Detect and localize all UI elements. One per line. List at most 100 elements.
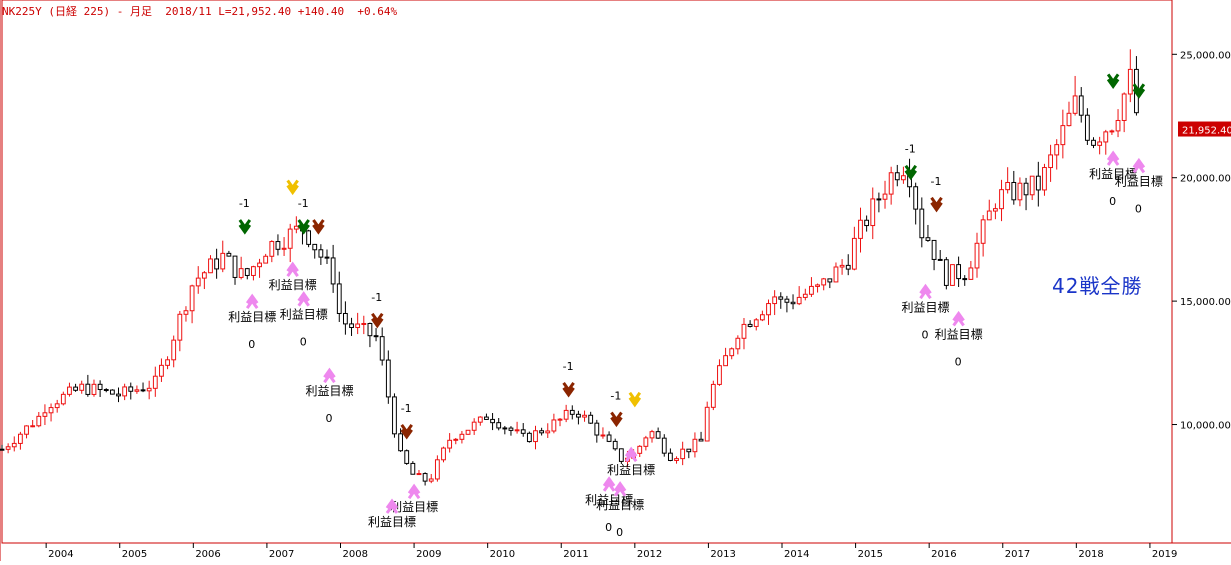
candle-body <box>974 242 980 269</box>
candle-body <box>508 427 514 431</box>
candle-body <box>422 473 428 482</box>
signal-result: -1 <box>239 197 250 210</box>
long-entry-arrow-icon <box>385 498 399 514</box>
candle-body <box>1042 167 1047 191</box>
candle-body <box>919 208 925 239</box>
candle-body <box>717 365 722 385</box>
candle-body <box>882 193 888 200</box>
last-price-label: 21,952.40 <box>1182 126 1231 137</box>
period: - 月足 <box>116 5 152 18</box>
signal-label: 利益目標 <box>607 463 655 477</box>
long-entry-arrow-icon <box>1106 150 1120 166</box>
candle-body <box>24 425 29 435</box>
candle-body <box>502 427 508 430</box>
y-tick-label: 15,000.00 <box>1180 297 1231 308</box>
candle-body <box>514 429 520 432</box>
exit-arrow-icon <box>286 179 299 196</box>
candle-body <box>17 433 23 444</box>
candle-body <box>1054 144 1060 156</box>
candle-body <box>637 445 643 454</box>
candle-body <box>165 359 170 366</box>
candle-body <box>79 383 85 391</box>
candle-body <box>183 310 189 315</box>
candle-body <box>171 339 177 361</box>
signal-result: 0 <box>955 355 962 368</box>
candle-body <box>539 430 545 434</box>
y-tick-label: 25,000.00 <box>1180 50 1231 61</box>
candle-body <box>600 434 606 437</box>
candle-body <box>950 264 955 286</box>
candle-body <box>913 186 919 210</box>
candle-body <box>888 172 894 195</box>
candle-body <box>349 323 354 329</box>
candle-body <box>392 396 397 435</box>
candle-body <box>251 266 256 276</box>
signal-result: 0 <box>300 336 307 349</box>
signal-label: 利益目標 <box>228 310 276 324</box>
x-tick-label: 2012 <box>637 549 662 560</box>
candle-body <box>796 296 802 305</box>
candle-body <box>747 323 753 327</box>
candle-body <box>1060 125 1066 146</box>
candle-body <box>864 219 870 227</box>
candle-body <box>723 355 728 367</box>
signal-result: -1 <box>298 197 309 210</box>
signal-result: 0 <box>1135 202 1142 215</box>
exit-arrow-icon <box>1132 83 1146 99</box>
signal-label: 利益目標 <box>596 498 644 512</box>
candle-body <box>177 313 183 341</box>
long-entry-arrow-icon <box>297 291 310 307</box>
exit-arrow-icon <box>297 219 310 235</box>
candle-body <box>1035 175 1041 191</box>
candle-body <box>257 262 262 268</box>
candle-body <box>618 448 624 462</box>
signal-result: 0 <box>605 521 612 534</box>
candle-body <box>134 389 140 392</box>
x-tick-label: 2011 <box>563 549 588 560</box>
candle-body <box>980 219 986 244</box>
x-tick-label: 2008 <box>342 549 367 560</box>
candle-body <box>189 285 195 312</box>
price-change: +140.40 <box>297 5 345 18</box>
candle-body <box>263 255 269 264</box>
last-price: L=21,952.40 <box>218 5 292 18</box>
candle-body <box>545 430 551 434</box>
long-entry-arrow-icon <box>323 367 336 384</box>
candle-body <box>342 312 348 325</box>
exit-arrow-icon <box>610 411 623 428</box>
candle-body <box>999 189 1004 210</box>
signal-label: 利益目標 <box>1115 174 1163 188</box>
candle-body <box>140 389 146 392</box>
candle-body <box>116 393 121 397</box>
index-name: (日経 225) <box>48 5 111 18</box>
exit-arrow-icon <box>904 164 917 181</box>
exit-arrow-icon <box>371 312 384 329</box>
candle-body <box>674 458 679 461</box>
signal-label: 利益目標 <box>368 515 416 529</box>
candle-body <box>704 406 710 442</box>
candle-body <box>925 237 931 241</box>
plot-frame <box>1 0 1173 544</box>
exit-arrow-icon <box>628 391 642 408</box>
candle-body <box>735 337 741 350</box>
candle-body <box>36 415 42 427</box>
candle-body <box>753 319 759 327</box>
candle-body <box>1011 181 1017 201</box>
candle-body <box>109 389 115 395</box>
signal-label: 利益目標 <box>1089 167 1137 181</box>
candle-body <box>649 431 655 439</box>
long-entry-arrow-icon <box>407 483 421 500</box>
symbol: NK225Y <box>2 5 42 18</box>
candle-body <box>680 448 686 460</box>
candle-body <box>692 438 698 453</box>
candle-body <box>1072 95 1078 114</box>
candle-body <box>232 255 238 278</box>
candle-body <box>441 447 446 461</box>
long-entry-arrow-icon <box>1132 157 1146 174</box>
x-tick-label: 2018 <box>1078 549 1103 560</box>
candle-body <box>416 473 422 476</box>
candle-body <box>551 419 557 432</box>
candle-body <box>103 389 109 392</box>
candle-body <box>582 414 587 418</box>
